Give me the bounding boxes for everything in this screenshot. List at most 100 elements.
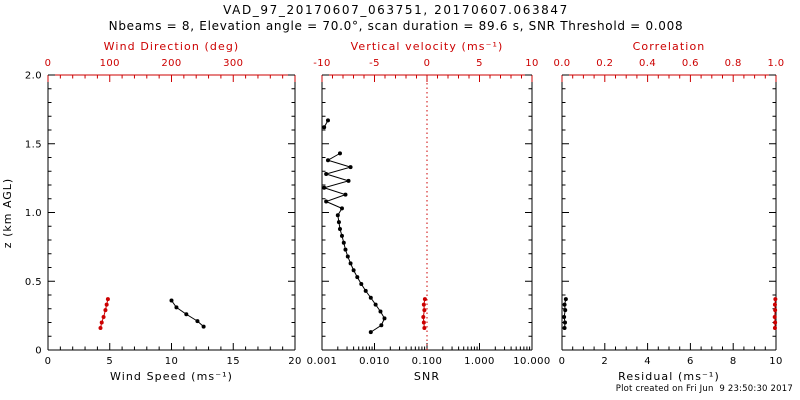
data-point-vertical-velocity <box>422 297 427 302</box>
data-point-correlation <box>772 302 777 307</box>
data-point-snr-profile <box>348 261 353 266</box>
data-point-vertical-velocity <box>421 302 426 307</box>
x-top-tick-label-residual: 0.6 <box>682 58 699 69</box>
x-tick-label-wind: 0 <box>45 356 52 367</box>
x-tick-label-wind: 5 <box>106 356 113 367</box>
data-point-snr-profile <box>378 309 383 314</box>
data-point-snr-profile <box>368 330 373 335</box>
data-point-wind-direction <box>101 315 106 319</box>
y-tick-label: 0 <box>35 346 42 357</box>
x-top-tick-label-snr: 5 <box>476 58 483 69</box>
data-point-snr-profile <box>382 316 387 321</box>
data-point-snr-profile <box>363 288 368 293</box>
data-point-correlation <box>773 297 778 302</box>
x-tick-label-residual: 2 <box>601 356 608 367</box>
data-point-wind-speed <box>195 319 200 324</box>
x-tick-label-wind: 20 <box>288 356 302 367</box>
x-top-tick-label-residual: 0.2 <box>596 58 613 69</box>
data-point-snr-profile <box>337 151 342 156</box>
data-point-snr-profile <box>337 227 342 231</box>
data-point-snr-profile <box>343 192 348 197</box>
data-point-vertical-velocity <box>422 308 427 313</box>
x-top-axis-title-residual: Correlation <box>633 40 706 53</box>
data-point-snr-isolated <box>322 125 327 130</box>
data-point-wind-speed <box>184 312 189 317</box>
x-top-axis-title-wind: Wind Direction (deg) <box>104 40 240 53</box>
data-point-snr-profile <box>359 282 364 286</box>
x-top-tick-label-wind: 100 <box>100 58 120 69</box>
data-point-correlation <box>773 320 778 325</box>
x-tick-label-residual: 8 <box>730 356 737 367</box>
data-point-residual <box>562 302 567 307</box>
data-point-correlation <box>772 315 777 319</box>
data-point-residual <box>562 320 567 325</box>
data-point-wind-speed <box>169 298 174 303</box>
x-tick-label-residual: 0 <box>559 356 566 367</box>
x-top-tick-label-wind: 300 <box>223 58 243 69</box>
data-point-snr-profile <box>368 295 373 300</box>
x-top-axis-title-snr: Vertical velocity (ms⁻¹) <box>351 40 504 53</box>
y-tick-label: 0.5 <box>25 277 42 288</box>
x-top-tick-label-residual: 0.8 <box>725 58 742 69</box>
data-point-wind-direction <box>99 320 104 325</box>
data-point-vertical-velocity <box>421 315 426 319</box>
x-tick-label-snr: 10.000 <box>513 356 550 367</box>
data-point-wind-speed <box>201 324 206 329</box>
x-tick-label-snr: 0.001 <box>307 356 338 367</box>
data-point-snr-profile <box>325 158 330 163</box>
data-point-wind-direction <box>104 302 109 307</box>
x-tick-label-snr: 1.000 <box>464 356 495 367</box>
data-point-snr-profile <box>345 254 350 259</box>
data-point-wind-speed <box>174 305 179 310</box>
x-top-tick-label-residual: 1.0 <box>767 58 784 69</box>
x-top-tick-label-snr: -5 <box>369 58 380 69</box>
x-tick-label-residual: 6 <box>687 356 694 367</box>
data-point-correlation <box>773 308 778 313</box>
x-top-tick-label-wind: 0 <box>45 58 52 69</box>
plot-title: VAD_97_20170607_063751, 20170607.063847 <box>223 3 569 17</box>
x-top-tick-label-wind: 200 <box>161 58 181 69</box>
x-tick-label-residual: 10 <box>769 356 783 367</box>
x-tick-label-wind: 10 <box>165 356 179 367</box>
data-point-snr-profile <box>348 165 353 170</box>
x-axis-title-residual: Residual (ms⁻¹) <box>618 370 720 383</box>
data-point-snr-profile <box>322 185 327 190</box>
data-point-residual <box>562 326 567 330</box>
x-axis-title-wind: Wind Speed (ms⁻¹) <box>110 370 233 383</box>
plot-subtitle: Nbeams = 8, Elevation angle = 70.0°, sca… <box>109 19 684 33</box>
data-point-correlation <box>772 326 777 330</box>
data-point-snr-profile <box>324 199 329 204</box>
y-tick-label: 1.5 <box>25 139 42 150</box>
data-point-wind-direction <box>98 326 103 330</box>
x-top-tick-label-snr: 0 <box>424 58 431 69</box>
x-tick-label-snr: 0.010 <box>359 356 390 367</box>
x-tick-label-snr: 0.100 <box>412 356 443 367</box>
data-point-residual <box>563 297 568 302</box>
data-point-snr-profile <box>346 178 351 183</box>
data-point-snr-profile <box>351 268 356 273</box>
data-point-snr-profile <box>324 172 329 176</box>
x-tick-label-residual: 4 <box>644 356 651 367</box>
y-axis-title: z (km AGL) <box>1 178 14 248</box>
data-point-snr-profile <box>339 206 344 211</box>
data-point-vertical-velocity <box>421 320 426 325</box>
x-top-tick-label-residual: 0.4 <box>639 58 656 69</box>
data-point-snr-profile <box>335 213 340 218</box>
data-point-snr-profile <box>379 323 384 328</box>
data-point-snr-profile <box>373 302 378 307</box>
data-point-vertical-velocity <box>422 326 427 330</box>
y-tick-label: 1.0 <box>25 208 42 219</box>
data-point-snr-profile <box>355 275 360 280</box>
data-point-snr-isolated <box>325 118 330 123</box>
data-point-wind-direction <box>105 297 110 302</box>
panel-residual: 0 2 4 6 8 10 0.0 0.2 0.4 0.6 0.8 1.0 Residual (ms⁻¹)… <box>553 40 784 383</box>
data-point-snr-profile <box>341 240 346 245</box>
x-top-tick-label-snr: 10 <box>525 58 539 69</box>
data-point-snr-profile <box>336 220 341 225</box>
panel-snr: 0.001 0.010 0.100 1.000 10.000 -10 -5 0 5 10 SNR Ve… <box>307 40 551 383</box>
data-point-residual <box>563 308 568 313</box>
